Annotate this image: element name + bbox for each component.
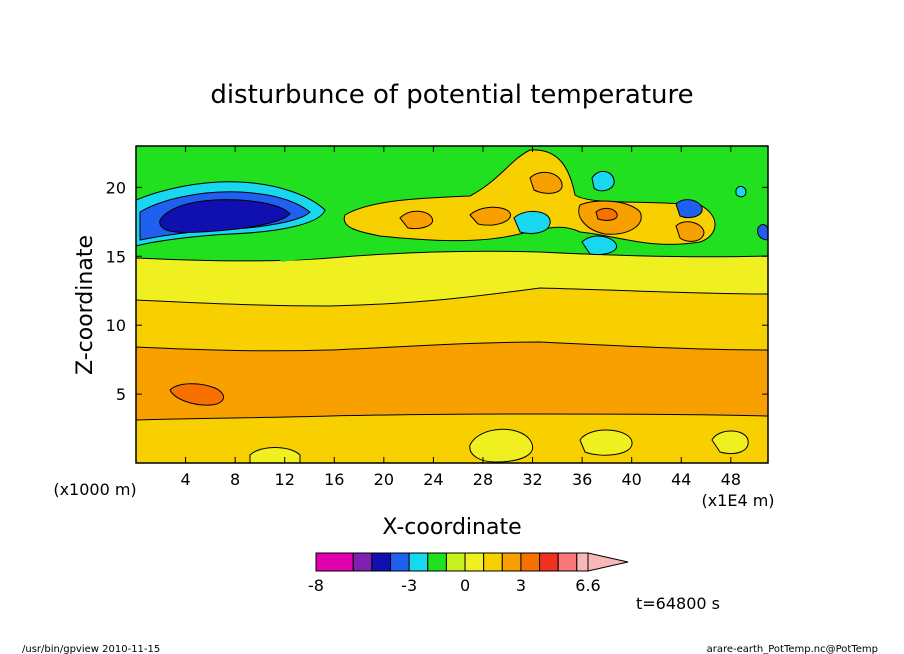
x-tick-label: 16 — [324, 470, 344, 489]
cold-patch-2 — [581, 235, 618, 255]
cold-patch-1 — [591, 171, 615, 192]
colorbar-extend-arrow — [587, 552, 629, 572]
warm-core-2 — [469, 206, 511, 226]
time-label: t=64800 s — [636, 594, 720, 613]
y-tick-label: 15 — [106, 247, 126, 266]
x-tick-label: 36 — [572, 470, 592, 489]
colorbar-segment — [315, 552, 354, 572]
cold-patch-4 — [675, 199, 703, 219]
warm-lobe-2 — [529, 171, 563, 194]
y-axis: 5 10 15 20 — [106, 178, 768, 404]
colorbar-segment — [520, 552, 541, 572]
colorbar-segment — [557, 552, 578, 572]
patch-yellow-2 — [579, 429, 633, 456]
colorbar: -8 -3 0 3 6.6 — [308, 552, 629, 595]
warm-core-3-inner — [595, 207, 618, 221]
x-tick-label: 48 — [721, 470, 741, 489]
warm-lobe-1 — [675, 221, 705, 242]
x-tick-label: 32 — [522, 470, 542, 489]
colorbar-segment — [352, 552, 373, 572]
colorbar-segment — [464, 552, 485, 572]
colorbar-segment — [501, 552, 522, 572]
x-tick-label: 20 — [374, 470, 394, 489]
colorbar-segment — [408, 552, 429, 572]
x-tick-label: 8 — [230, 470, 240, 489]
y-unit-label: (x1000 m) — [53, 480, 136, 499]
colorbar-segment — [445, 552, 466, 572]
x-unit-label: (x1E4 m) — [701, 491, 774, 510]
x-tick-label: 44 — [671, 470, 691, 489]
x-axis: 4 8 12 16 20 24 28 32 36 40 44 48 — [180, 146, 741, 489]
colorbar-segment — [390, 552, 410, 572]
x-tick-label: 4 — [180, 470, 190, 489]
y-tick-label: 20 — [106, 178, 126, 197]
colorbar-segment — [483, 552, 503, 572]
colorbar-label: 0 — [460, 576, 470, 595]
colorbar-label: -8 — [308, 576, 324, 595]
colorbar-segment — [371, 552, 392, 572]
x-tick-label: 24 — [423, 470, 443, 489]
x-tick-label: 12 — [275, 470, 295, 489]
colorbar-segment — [576, 552, 589, 572]
patch-yellow-1 — [469, 428, 533, 463]
colorbar-segment — [539, 552, 559, 572]
x-axis-title: X-coordinate — [382, 515, 521, 540]
cold-patch-3 — [513, 211, 551, 234]
x-tick-label: 28 — [473, 470, 493, 489]
warm-core-1 — [399, 210, 434, 229]
footer-right-note: arare-earth_PotTemp.nc@PotTemp — [707, 644, 878, 654]
chart-title: disturbunce of potential temperature — [210, 80, 693, 110]
colorbar-label: 6.6 — [575, 576, 600, 595]
colorbar-label: -3 — [401, 576, 417, 595]
plot-frame — [135, 145, 769, 464]
y-axis-title: Z-coordinate — [73, 235, 98, 375]
band-low-yellow-orange — [136, 413, 768, 463]
x-tick-label: 40 — [622, 470, 642, 489]
patch-yellow-3 — [711, 430, 749, 454]
colorbar-segment — [427, 552, 447, 572]
footer-left-note: /usr/bin/gpview 2010-11-15 — [22, 644, 160, 654]
colorbar-label: 3 — [516, 576, 526, 595]
plot-area — [136, 146, 768, 463]
patch-warm-lower-left — [169, 383, 224, 406]
cold-patch-5 — [735, 185, 747, 198]
y-tick-label: 5 — [116, 385, 126, 404]
patch-yellow-4 — [249, 447, 301, 463]
y-tick-label: 10 — [106, 316, 126, 335]
cold-region-core — [159, 199, 291, 233]
cold-patch-6 — [757, 224, 768, 241]
